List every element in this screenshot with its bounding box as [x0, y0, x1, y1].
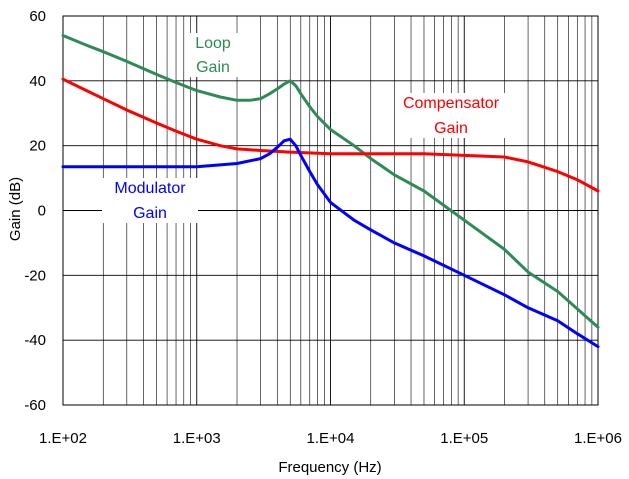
annotation-background — [396, 93, 506, 138]
series-layer — [61, 34, 600, 349]
plot-area-border — [62, 15, 599, 406]
series-annotation-label: Gain — [196, 59, 230, 76]
annotation-background — [188, 33, 238, 77]
series-line-2 — [61, 137, 600, 349]
series-line-0 — [61, 34, 600, 329]
x-tick-label: 1.E+05 — [440, 430, 488, 447]
x-tick-label: 1.E+04 — [307, 430, 355, 447]
y-tick-label: 40 — [29, 73, 46, 90]
y-tick-label: 20 — [29, 138, 46, 155]
y-axis-title: Gain (dB) — [7, 177, 24, 241]
y-tick-labels: 60 40 20 0 -20 -40 -60 — [24, 8, 46, 414]
x-tick-label: 1.E+03 — [173, 430, 221, 447]
series-annotation-label: Gain — [434, 120, 468, 137]
x-tick-label: 1.E+06 — [574, 430, 622, 447]
annotation-background — [102, 178, 198, 223]
series-annotation-label: Gain — [133, 205, 167, 222]
y-tick-label: 0 — [38, 203, 46, 220]
series-annotation-label: Loop — [195, 35, 231, 52]
x-tick-label: 1.E+02 — [39, 430, 87, 447]
series-annotation-label: Modulator — [114, 180, 186, 197]
y-tick-label: -20 — [24, 267, 46, 284]
x-axis-title: Frequency (Hz) — [278, 459, 381, 476]
x-tick-labels: 1.E+02 1.E+03 1.E+04 1.E+05 1.E+06 — [39, 430, 622, 447]
grid-lines — [62, 15, 598, 406]
y-tick-label: -40 — [24, 332, 46, 349]
series-line-1 — [61, 77, 600, 193]
y-tick-label: 60 — [29, 8, 46, 25]
series-annotation-label: Compensator — [403, 95, 500, 112]
annotation-layer: Loop Gain Compensator Gain Modulator Gain — [102, 33, 506, 223]
y-tick-label: -60 — [24, 397, 46, 414]
